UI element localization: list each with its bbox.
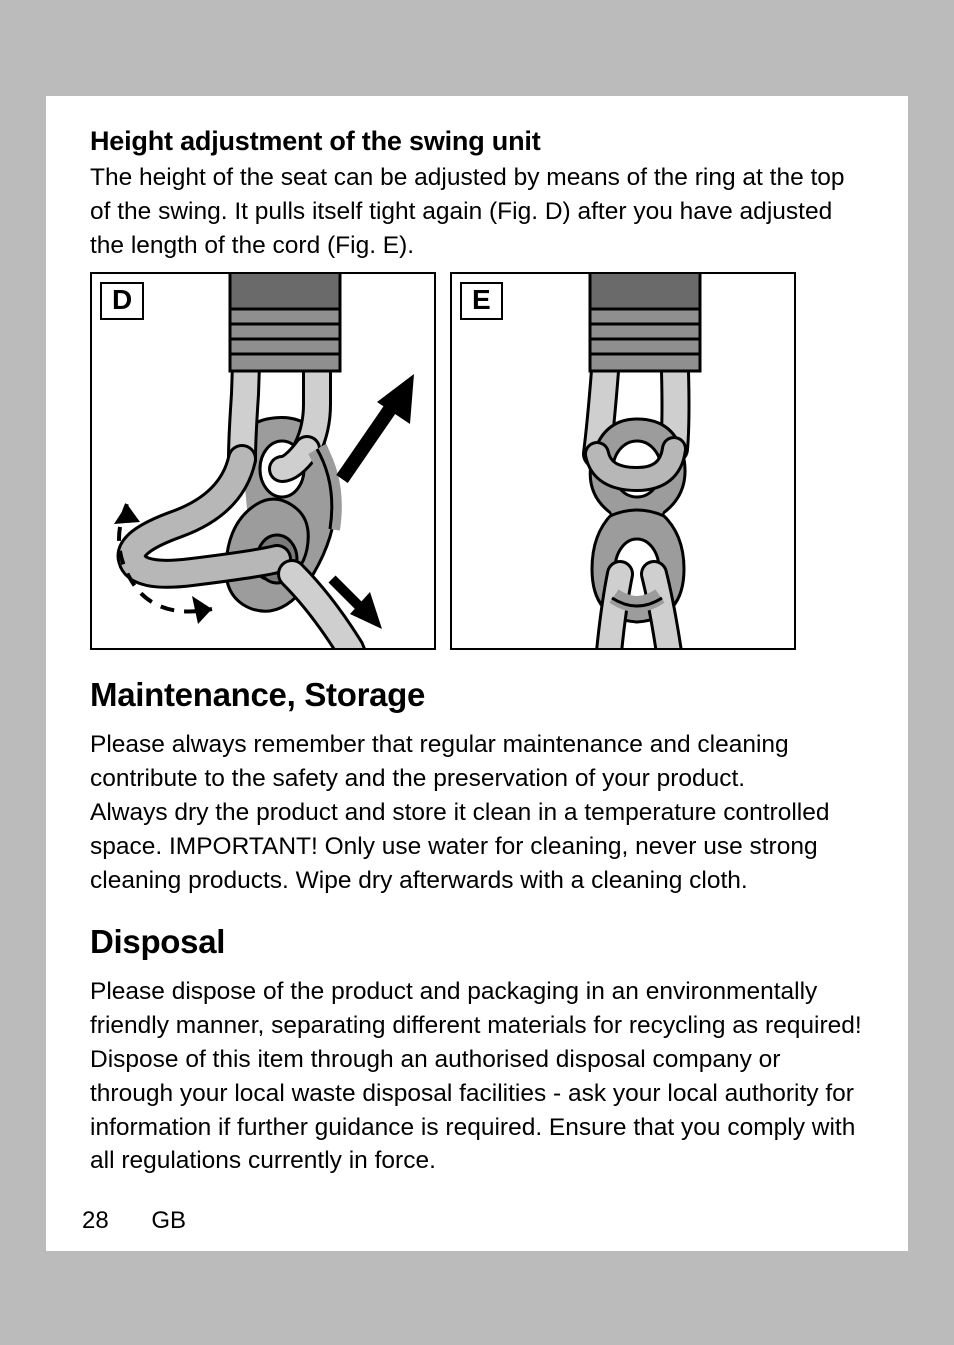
figure-e-label: E [460, 282, 503, 320]
heading-disposal: Disposal [90, 923, 864, 961]
heading-maintenance: Maintenance, Storage [90, 676, 864, 714]
page-lang: GB [151, 1207, 186, 1234]
figure-d: D [90, 272, 436, 650]
body-height-adjustment: The height of the seat can be adjusted b… [90, 161, 864, 262]
body-maintenance: Please always remember that regular main… [90, 728, 864, 897]
page-footer: 28 GB [82, 1207, 186, 1235]
figure-e: E [450, 272, 796, 650]
figure-row: D [90, 272, 864, 650]
figure-e-illustration [452, 274, 796, 650]
figure-d-label: D [100, 282, 144, 320]
figure-d-illustration [92, 274, 436, 650]
page-number: 28 [82, 1207, 109, 1234]
heading-height-adjustment: Height adjustment of the swing unit [90, 126, 864, 157]
manual-page: Height adjustment of the swing unit The … [46, 96, 908, 1251]
body-disposal: Please dispose of the product and packag… [90, 975, 864, 1178]
